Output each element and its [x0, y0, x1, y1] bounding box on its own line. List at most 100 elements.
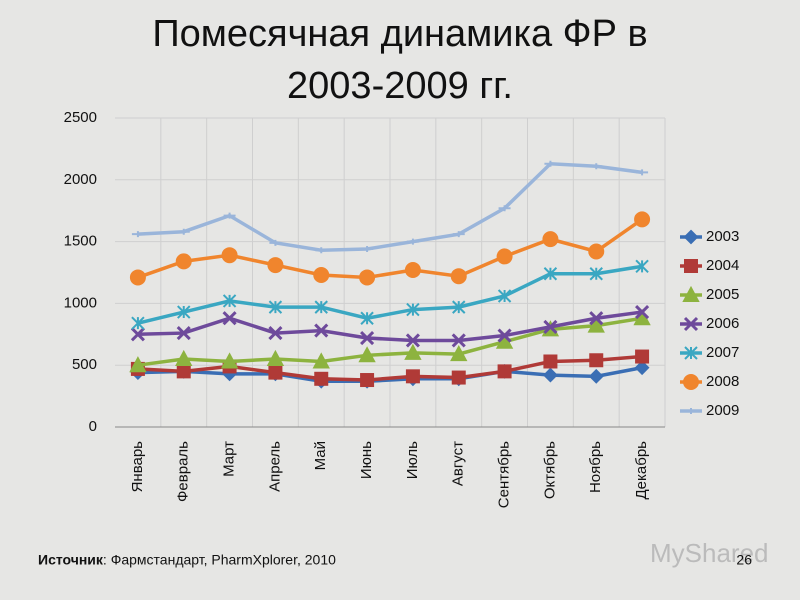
- x-tick-label: Май: [312, 441, 329, 470]
- x-tick-label: Апрель: [266, 441, 283, 492]
- marker: [633, 309, 651, 326]
- marker: [222, 311, 237, 326]
- legend-marker: [683, 374, 699, 390]
- marker: [314, 323, 329, 338]
- marker: [312, 352, 330, 369]
- y-tick-label: 1000: [64, 294, 97, 311]
- marker: [634, 211, 651, 228]
- x-tick-label: Февраль: [175, 441, 192, 502]
- legend-label: 2003: [706, 228, 739, 245]
- marker: [358, 346, 376, 363]
- legend-marker: [682, 285, 700, 302]
- marker: [361, 246, 374, 253]
- legend-marker: [685, 408, 697, 414]
- marker: [177, 228, 190, 235]
- legend-label: 2009: [706, 402, 739, 419]
- chart-title: 2003-2009 гг.: [287, 65, 513, 107]
- y-tick-label: 2000: [64, 171, 97, 188]
- marker: [452, 300, 466, 314]
- source-text: : Фармстандарт, PharmXplorer, 2010: [103, 552, 336, 568]
- marker: [497, 289, 512, 303]
- marker: [450, 344, 468, 362]
- marker: [176, 364, 191, 379]
- marker: [313, 266, 330, 283]
- page-number: 26: [736, 552, 752, 568]
- chart-title: Помесячная динамика ФР в: [152, 13, 647, 55]
- marker: [634, 360, 650, 376]
- y-tick-label: 2500: [64, 109, 97, 126]
- series-line: [137, 161, 643, 253]
- marker: [314, 300, 328, 314]
- source-label: Источник: [38, 552, 104, 568]
- marker: [543, 367, 558, 383]
- legend-marker: [683, 229, 699, 245]
- marker: [543, 319, 558, 334]
- x-tick-label: Июль: [404, 441, 421, 479]
- marker: [131, 231, 144, 238]
- marker: [406, 302, 420, 317]
- marker: [588, 368, 604, 384]
- series-line: [137, 316, 643, 367]
- marker: [497, 328, 512, 343]
- marker: [360, 373, 375, 388]
- marker: [498, 205, 511, 212]
- marker: [635, 259, 649, 274]
- marker: [590, 163, 603, 170]
- marker: [635, 304, 650, 320]
- legend-label: 2004: [706, 257, 739, 274]
- marker: [589, 311, 604, 326]
- legend-label: 2008: [706, 373, 739, 390]
- marker: [542, 231, 559, 248]
- x-tick-label: Январь: [129, 441, 146, 493]
- marker: [360, 311, 374, 325]
- x-tick-label: Октябрь: [541, 441, 558, 499]
- marker: [129, 269, 146, 286]
- marker: [268, 326, 283, 341]
- marker: [543, 267, 558, 281]
- marker: [221, 247, 238, 264]
- marker: [589, 353, 604, 368]
- watermark: MyShared: [650, 538, 769, 568]
- marker: [360, 330, 375, 346]
- marker: [177, 305, 191, 319]
- marker: [268, 365, 283, 380]
- y-tick-label: 0: [89, 418, 97, 435]
- marker: [450, 268, 467, 285]
- marker: [175, 349, 193, 367]
- marker: [406, 238, 419, 245]
- marker: [589, 267, 603, 281]
- legend-marker: [683, 316, 699, 332]
- marker: [131, 316, 145, 330]
- legend-label: 2006: [706, 315, 739, 332]
- marker: [129, 356, 147, 373]
- marker: [451, 333, 466, 348]
- marker: [359, 269, 376, 286]
- marker: [404, 262, 421, 279]
- y-tick-label: 1500: [64, 233, 97, 250]
- series-line: [137, 365, 643, 384]
- marker: [543, 354, 558, 369]
- x-tick-label: Декабрь: [633, 441, 650, 500]
- series-line: [137, 310, 643, 343]
- marker: [451, 370, 466, 385]
- x-tick-label: Март: [221, 441, 238, 477]
- marker: [266, 349, 285, 367]
- marker: [497, 364, 512, 379]
- x-tick-label: Август: [450, 441, 467, 486]
- marker: [635, 349, 650, 364]
- x-tick-label: Ноябрь: [587, 441, 604, 493]
- legend-label: 2005: [706, 286, 739, 303]
- marker: [176, 326, 191, 341]
- x-tick-label: Сентябрь: [496, 441, 513, 508]
- marker: [314, 371, 329, 386]
- series-line: [137, 264, 643, 325]
- marker: [223, 212, 236, 219]
- marker: [269, 239, 282, 246]
- marker: [587, 316, 605, 333]
- marker: [495, 332, 514, 349]
- marker: [588, 243, 605, 260]
- marker: [315, 247, 328, 254]
- marker: [267, 257, 284, 274]
- marker: [405, 333, 420, 348]
